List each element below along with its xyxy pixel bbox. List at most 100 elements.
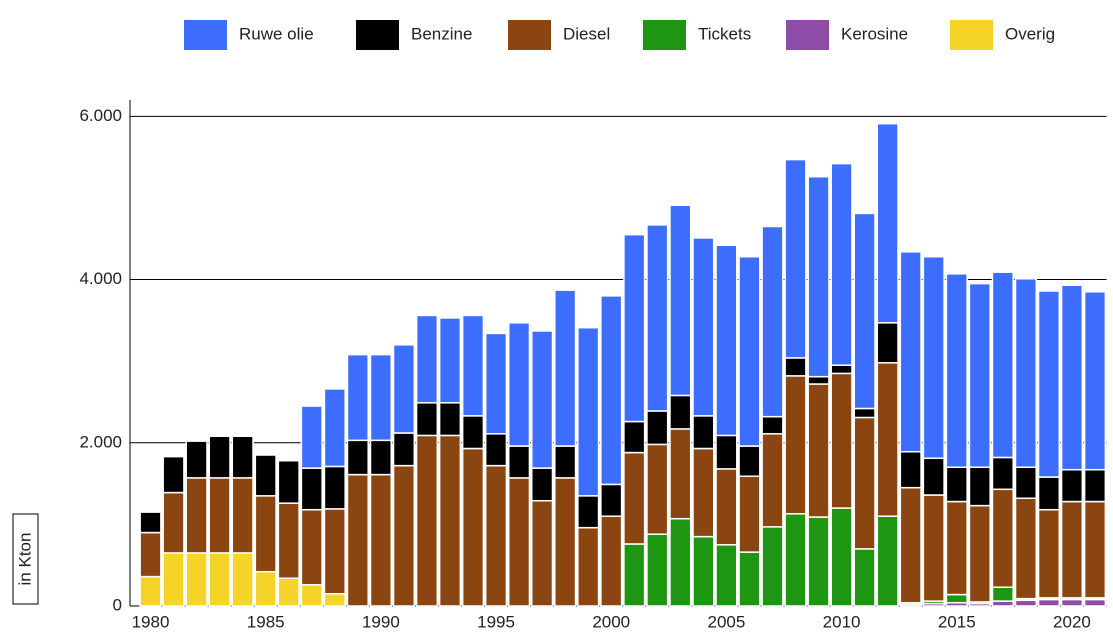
bar-segment: [231, 552, 254, 607]
bar-segment: [461, 447, 485, 607]
bar-segment: [945, 466, 968, 503]
bar-segment: [991, 456, 1014, 491]
x-tick-label: 2020: [1053, 612, 1091, 631]
bar-segment: [968, 504, 991, 603]
x-tick-label: 1980: [132, 612, 170, 631]
bar-segment: [254, 495, 277, 573]
bar-segment: [1014, 497, 1037, 600]
y-tick-label: 6.000: [79, 106, 122, 125]
bar-segment: [669, 204, 692, 397]
bar-segment: [554, 289, 577, 447]
bar-segment: [692, 415, 715, 450]
bar-segment: [830, 372, 853, 509]
bar-segment: [1037, 598, 1061, 607]
bar-segment: [738, 551, 761, 607]
y-tick-label: 4.000: [79, 269, 122, 288]
bar-segment: [323, 593, 346, 607]
x-tick-label: 2015: [938, 612, 976, 631]
bar-segment: [254, 570, 277, 607]
bar-segment: [1037, 508, 1061, 599]
bar-segment: [623, 451, 646, 545]
legend-swatch: [508, 20, 551, 50]
bar-segment: [438, 402, 462, 437]
y-axis-title: in Kton: [15, 533, 34, 586]
legend-label: Benzine: [411, 24, 472, 43]
bar-segment: [876, 122, 899, 324]
bar-segment: [991, 586, 1014, 602]
y-axis-title-frame: [12, 513, 39, 605]
bar-segment: [369, 473, 392, 607]
bar-segment: [323, 508, 346, 595]
bar-segment: [968, 466, 991, 507]
bar-segment: [899, 251, 922, 453]
bar-segment: [692, 535, 715, 607]
bar-segment: [876, 362, 899, 517]
bar-segment: [185, 552, 208, 607]
bar-segment: [830, 364, 853, 375]
bar-segment: [1060, 598, 1084, 607]
bar-segment: [899, 486, 922, 604]
legend-label: Kerosine: [841, 24, 908, 43]
bar-segment: [784, 158, 807, 359]
bar-segment: [715, 468, 738, 546]
bar-segment: [876, 515, 899, 607]
bar-segment: [577, 526, 600, 607]
bar-segment: [392, 432, 416, 467]
legend-swatch: [643, 20, 686, 50]
bar-segment: [830, 162, 853, 366]
bar-segment: [208, 435, 231, 479]
bar-segment: [761, 526, 784, 607]
bar-segment: [484, 433, 508, 467]
bar-segment: [600, 483, 623, 517]
bar-segment: [139, 511, 162, 534]
bar-segment: [807, 383, 830, 518]
bar-segment: [415, 434, 439, 607]
bar-segment: [784, 375, 807, 515]
bar-segment: [738, 445, 761, 477]
bar-segment: [991, 488, 1014, 588]
bar-segment: [715, 244, 738, 437]
x-tick-label: 2005: [707, 612, 745, 631]
legend-label: Ruwe olie: [239, 24, 314, 43]
bar-segment: [623, 233, 646, 423]
bar-segment: [853, 407, 876, 419]
bar-segment: [139, 575, 162, 607]
bar-segment: [646, 533, 669, 607]
bar-segment: [945, 273, 968, 469]
bar-segment: [461, 314, 485, 417]
y-tick-label: 2.000: [79, 432, 122, 451]
bar-segment: [830, 507, 853, 607]
bar-segment: [1083, 598, 1107, 607]
bar-segment: [254, 454, 277, 497]
bar-segment: [300, 467, 323, 511]
bar-segment: [208, 477, 231, 554]
bar-segment: [692, 237, 715, 417]
bar-segment: [415, 402, 439, 437]
bar-segment: [945, 500, 968, 596]
bar-segment: [300, 508, 323, 586]
bar-segment: [369, 353, 392, 442]
bar-segment: [162, 455, 185, 494]
bar-segment: [1060, 284, 1084, 471]
bar-segment: [761, 225, 784, 418]
bar-segment: [715, 434, 738, 470]
bar-segment: [185, 477, 208, 554]
bar-segment: [323, 465, 346, 510]
bar-segment: [692, 447, 715, 538]
bar-segment: [346, 473, 369, 607]
bar-segment: [715, 544, 738, 607]
bar-segment: [1014, 599, 1037, 607]
bar-segment: [231, 477, 254, 554]
bar-segment: [968, 282, 991, 469]
bar-segment: [1060, 500, 1084, 599]
bar-segment: [991, 271, 1014, 459]
legend-swatch: [786, 20, 829, 50]
bar-segment: [922, 494, 945, 602]
legend-swatch: [356, 20, 399, 50]
bar-segment: [784, 513, 807, 607]
bar-segment: [277, 459, 300, 504]
bar-segment: [761, 415, 784, 435]
x-tick-label: 1985: [247, 612, 285, 631]
bar-segment: [208, 552, 231, 607]
bar-segment: [853, 416, 876, 550]
